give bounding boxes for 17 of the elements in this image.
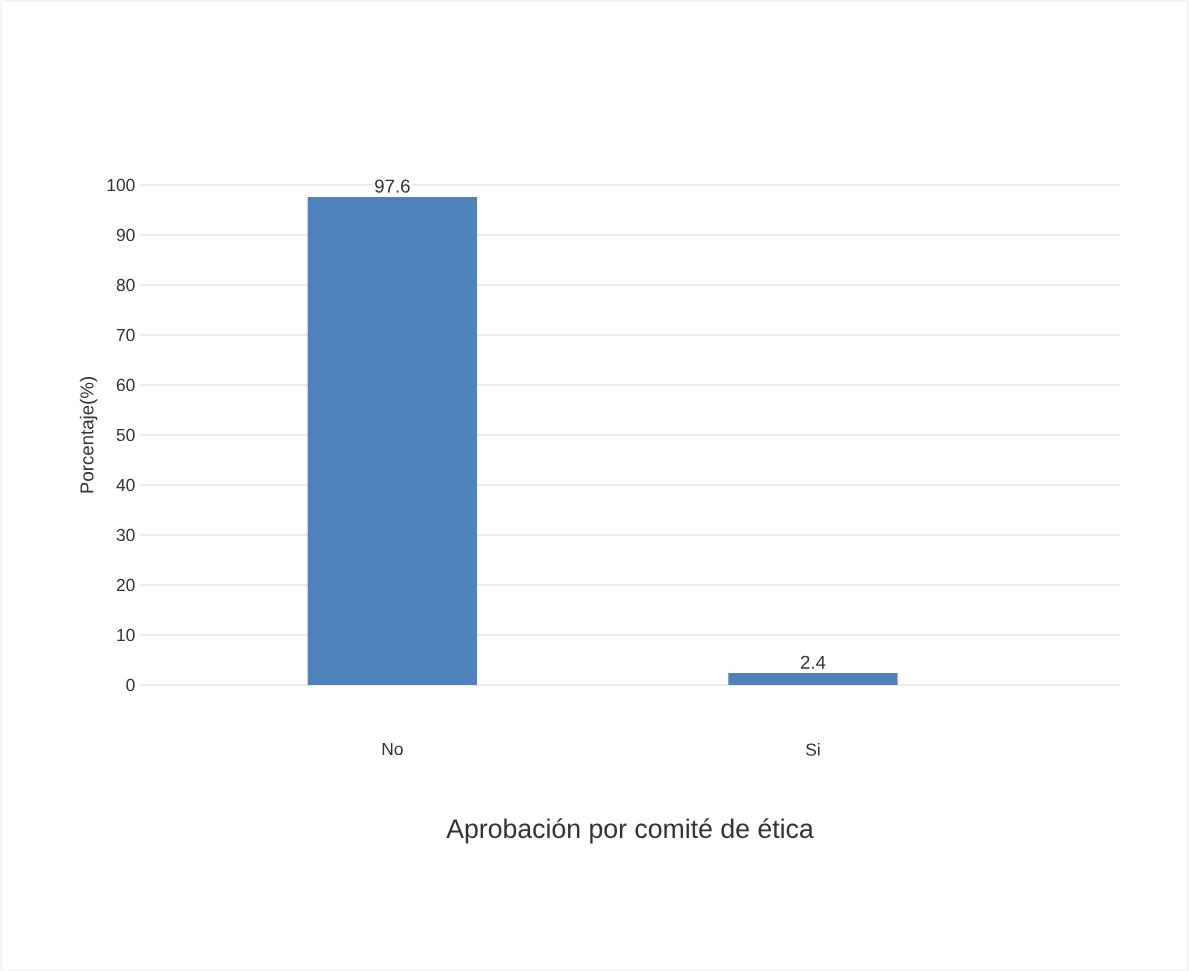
data-label: 97.6 <box>375 179 410 193</box>
y-tick-label: 0 <box>126 678 135 692</box>
y-tick-label: 40 <box>116 478 135 492</box>
x-tick-label: Si <box>806 743 820 756</box>
y-tick-label: 50 <box>116 428 135 442</box>
y-tick-label: 70 <box>116 328 135 342</box>
x-axis-title: Aprobación por comité de ética <box>446 818 814 844</box>
y-tick-label: 80 <box>116 278 135 292</box>
x-tick-label: No <box>382 743 403 756</box>
y-tick-label: 90 <box>116 228 135 242</box>
y-tick-label: 30 <box>116 528 135 542</box>
y-tick-label: 60 <box>116 378 135 392</box>
data-label: 2.4 <box>800 655 826 669</box>
y-tick-label: 100 <box>107 178 135 192</box>
y-axis-title: Porcentaje(%) <box>79 377 98 493</box>
y-tick-label: 20 <box>116 578 135 592</box>
y-tick-label: 10 <box>117 628 135 642</box>
